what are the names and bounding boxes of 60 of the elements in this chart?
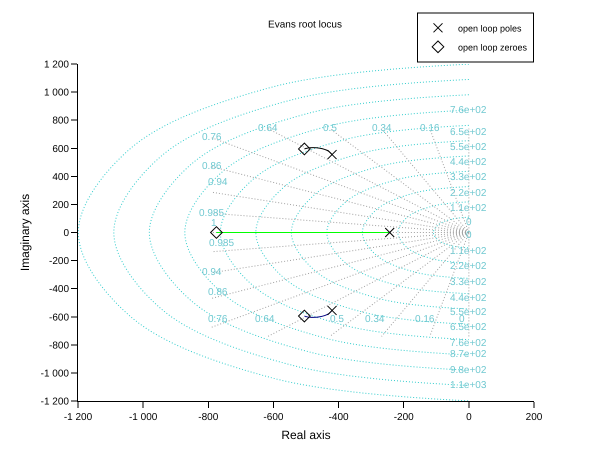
annotation: 7.6e+02	[450, 338, 487, 349]
annotation: 1.1e+02	[450, 203, 487, 214]
annotation: 0.76	[208, 314, 228, 325]
annotation: 0.34	[372, 123, 392, 134]
annotation: 0.94	[202, 267, 222, 278]
annotation: 2.2e+02	[450, 261, 487, 272]
y-tick-label: 1 000	[44, 88, 70, 99]
annotation: 0	[466, 230, 472, 241]
x-tick-label: -1 200	[64, 412, 93, 423]
legend-label: open loop poles	[458, 23, 522, 34]
annotation: 7.6e+02	[450, 105, 487, 116]
x-tick-label: -400	[328, 412, 350, 423]
annotation: 0.16	[420, 123, 440, 134]
annotation: 1.1e+03	[450, 380, 487, 391]
y-tick-label: 400	[52, 172, 70, 183]
y-tick-label: 600	[52, 144, 70, 155]
x-axis-title: Real axis	[281, 428, 331, 442]
annotation: 0.86	[202, 161, 222, 172]
y-tick-label: -1 000	[40, 368, 70, 380]
y-tick-label: 0	[63, 228, 70, 239]
annotation: 4.4e+02	[450, 293, 487, 304]
annotation: 9.8e+02	[450, 365, 487, 376]
annotation: 6.5e+02	[450, 322, 487, 333]
y-tick-label: -200	[48, 256, 70, 268]
y-tick-label: -400	[48, 284, 70, 296]
annotation: 1.1e+02	[450, 246, 487, 257]
annotation: 5.5e+02	[450, 142, 487, 153]
annotation: 0.76	[202, 132, 222, 143]
y-tick-label: -600	[48, 312, 70, 324]
annotation: 0.34	[365, 314, 385, 325]
x-tick-label: 0	[466, 412, 472, 423]
y-tick-label: -800	[48, 340, 70, 352]
annotation: 0.5	[330, 314, 344, 325]
annotation: 0.985	[199, 208, 224, 219]
legend-label: open loop zeroes	[458, 42, 528, 52]
annotation: 6.5e+02	[450, 127, 487, 138]
x-tick-label: 200	[526, 412, 543, 423]
annotation: 1	[211, 218, 217, 229]
x-tick-label: -1 000	[128, 412, 158, 423]
y-tick-label: 800	[52, 116, 70, 127]
annotation: 0.5	[323, 123, 338, 134]
x-tick-label: -200	[394, 412, 414, 423]
annotation: 0.86	[208, 287, 228, 298]
chart-title: Evans root locus	[268, 20, 342, 31]
annotation: 3.3e+02	[450, 172, 487, 183]
y-tick-label: -1 200	[40, 396, 70, 408]
y-tick-label: 200	[52, 200, 70, 211]
annotation: 3.3e+02	[450, 277, 487, 288]
annotation: 0.94	[208, 177, 228, 188]
annotation: 0.985	[209, 238, 234, 249]
annotation: 2.2e+02	[450, 188, 487, 199]
y-tick-label: 1 200	[44, 60, 70, 70]
annotation: 0	[466, 217, 472, 228]
annotation: 8.7e+02	[450, 349, 487, 360]
x-tick-label: -800	[198, 412, 219, 423]
annotation: 0.64	[258, 123, 278, 134]
annotation: 0.16	[415, 314, 435, 325]
annotation: 4.4e+02	[450, 157, 487, 168]
x-tick-label: -600	[263, 412, 284, 423]
y-axis-title: Imaginary axis	[18, 194, 32, 272]
